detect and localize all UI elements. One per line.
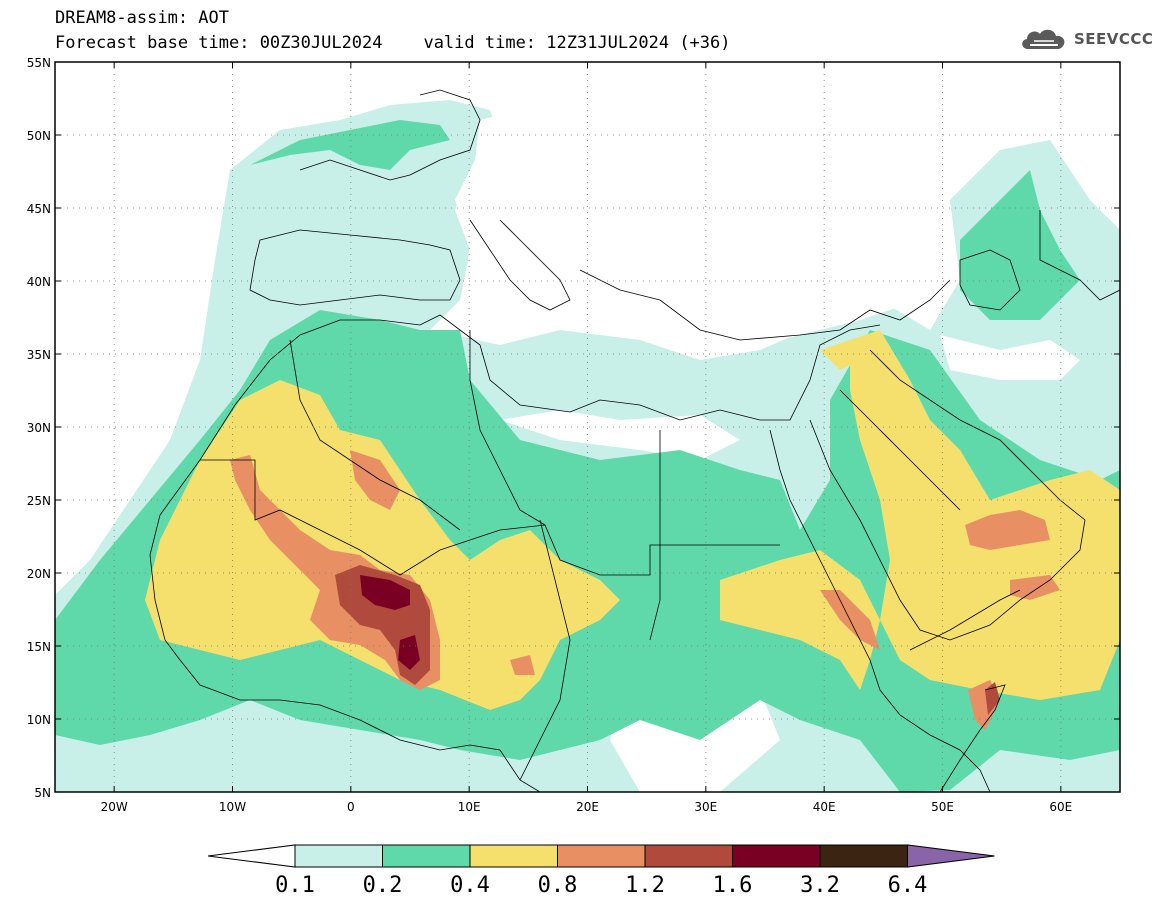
colorbar-label: 0.1 — [275, 873, 315, 898]
lat-tick-label: 45N — [27, 202, 51, 216]
aot-level-0.4 — [145, 330, 1120, 710]
lon-tick-label: 10W — [219, 800, 246, 814]
aot-level-1.6 — [360, 575, 420, 670]
lon-tick-label: 30E — [694, 800, 717, 814]
chart-title-line2: Forecast base time: 00Z30JUL2024 valid t… — [55, 33, 731, 53]
colorbar-label: 0.8 — [538, 873, 578, 898]
lon-tick-label: 20W — [101, 800, 128, 814]
colorbar-label: 6.4 — [888, 873, 928, 898]
lat-tick-label: 30N — [27, 421, 51, 435]
colorbar: 0.1 0.2 0.4 0.8 1.2 1.6 3.2 6.4 — [207, 844, 995, 898]
colorbar-segment — [294, 844, 383, 868]
chart-title-line1: DREAM8-assim: AOT — [55, 8, 229, 28]
colorbar-label: 1.6 — [713, 873, 753, 898]
colorbar-label: 0.2 — [363, 873, 403, 898]
lat-tick-label: 20N — [27, 567, 51, 581]
colorbar-over-triangle — [907, 844, 995, 868]
axis-ticks: 20W 10W 0 10E 20E 30E 40E 50E 60E 55N 50N 45N 40N 35N… — [27, 56, 1120, 814]
lon-tick-label: 40E — [813, 800, 836, 814]
colorbar-segment — [557, 844, 646, 868]
colorbar-segment — [644, 844, 733, 868]
colorbar-label: 3.2 — [800, 873, 840, 898]
lon-tick-label: 0 — [347, 800, 355, 814]
aot-field — [55, 62, 1120, 792]
colorbar-segment — [819, 844, 908, 868]
seevccc-logo: SEEVCCC — [1018, 24, 1153, 54]
lat-tick-label: 25N — [27, 494, 51, 508]
lat-tick-label: 40N — [27, 275, 51, 289]
colorbar-segment — [732, 844, 821, 868]
lat-tick-label: 15N — [27, 640, 51, 654]
lat-tick-label: 5N — [34, 786, 51, 800]
colorbar-label: 1.2 — [625, 873, 665, 898]
colorbar-label: 0.4 — [450, 873, 490, 898]
lat-tick-label: 55N — [27, 56, 51, 70]
colorbar-under-triangle — [207, 844, 296, 868]
colorbar-segment — [469, 844, 558, 868]
lon-tick-label: 50E — [931, 800, 954, 814]
colorbar-segment — [382, 844, 471, 868]
logo-text: SEEVCCC — [1074, 30, 1154, 48]
lon-tick-label: 60E — [1049, 800, 1072, 814]
cloud-icon — [1022, 29, 1065, 49]
lon-tick-label: 10E — [458, 800, 481, 814]
lon-tick-label: 20E — [576, 800, 599, 814]
lat-tick-label: 35N — [27, 348, 51, 362]
lat-tick-label: 10N — [27, 713, 51, 727]
lat-tick-label: 50N — [27, 129, 51, 143]
coastlines-borders — [149, 89, 1120, 792]
